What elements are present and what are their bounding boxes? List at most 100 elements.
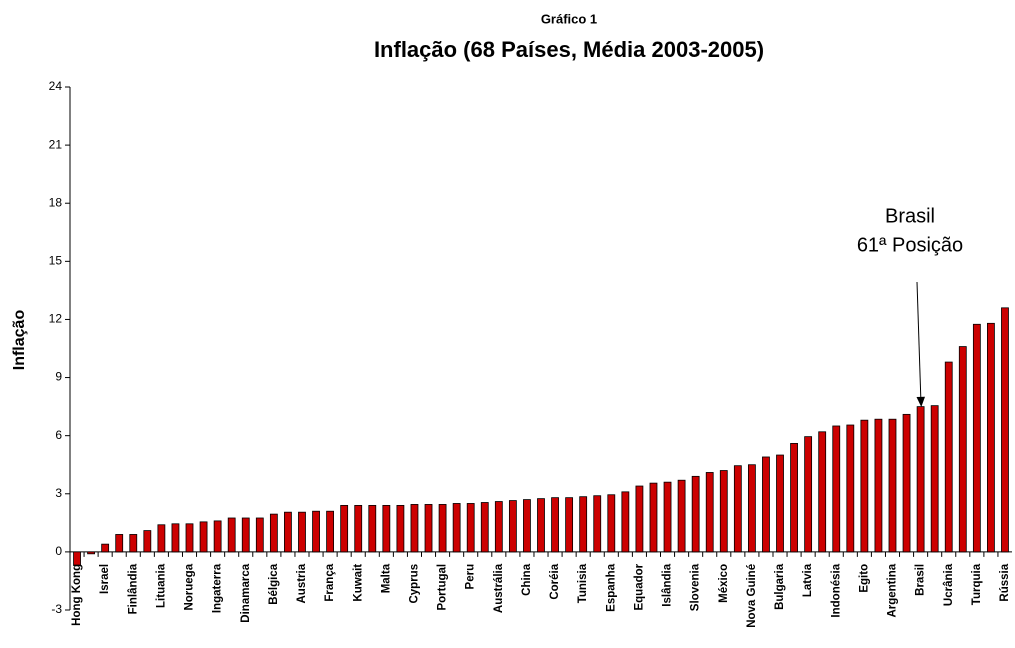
bar — [747, 464, 756, 553]
y-tick-label: 9 — [55, 370, 62, 384]
bar — [73, 551, 81, 566]
bar — [930, 405, 939, 553]
chart-subtitle: Gráfico 1 — [541, 11, 597, 26]
x-tick-label: Peru — [465, 564, 477, 590]
bar — [438, 504, 447, 553]
x-tick-label: Dinamarca — [240, 563, 252, 622]
bar — [944, 361, 953, 553]
bar — [185, 523, 194, 553]
bar — [621, 491, 630, 553]
bar — [551, 497, 559, 553]
x-tick-label: Islândia — [662, 563, 674, 606]
bar — [579, 496, 588, 553]
bar — [972, 323, 981, 553]
x-tick-label: Argentina — [887, 563, 899, 617]
bar — [860, 419, 869, 553]
bar — [523, 499, 531, 553]
bar — [466, 503, 475, 553]
bar — [410, 504, 419, 553]
x-tick-label: Equador — [633, 563, 645, 610]
x-tick-label: Lituania — [155, 563, 167, 608]
y-tick-label: -3 — [51, 602, 62, 616]
bar — [312, 510, 320, 553]
x-tick-label: China — [521, 563, 533, 596]
x-tick-label: Hong Kong — [71, 564, 83, 626]
bar — [480, 502, 489, 553]
x-tick-label: Nova Guiné — [746, 564, 758, 628]
x-tick-label: Turquia — [971, 563, 983, 605]
x-tick-label: Ingaterra — [212, 563, 224, 613]
annotation: Brasil — [885, 205, 935, 227]
bar — [987, 322, 995, 553]
bar — [663, 481, 672, 553]
bar — [846, 424, 855, 553]
bar — [635, 485, 644, 553]
bar — [565, 497, 574, 553]
x-tick-label: Bulgaria — [774, 563, 786, 610]
bar — [776, 454, 784, 553]
bar — [241, 517, 250, 553]
y-tick-label: 0 — [55, 544, 62, 558]
y-tick-label: 3 — [55, 486, 62, 500]
x-tick-label: Malta — [380, 563, 392, 593]
bar — [1001, 307, 1009, 553]
bar — [508, 500, 517, 553]
bar — [874, 418, 883, 553]
bar — [902, 413, 911, 553]
y-axis-label: Inflação — [11, 310, 28, 371]
bar — [733, 465, 742, 553]
x-tick-label: Brasil — [915, 564, 927, 596]
bar — [326, 510, 335, 553]
bar — [537, 498, 545, 553]
x-tick-label: Israel — [99, 564, 111, 594]
bar — [354, 504, 363, 553]
chart-title: Inflação (68 Países, Média 2003-2005) — [374, 37, 764, 62]
x-tick-label: Austrália — [493, 563, 505, 613]
arrow-head — [916, 396, 925, 407]
x-tick-label: Cyprus — [408, 564, 420, 604]
x-tick-label: Portugal — [437, 564, 449, 611]
x-tick-label: Latvia — [802, 563, 814, 597]
bar — [171, 523, 180, 553]
y-tick-label: 6 — [55, 428, 62, 442]
y-tick-label: 18 — [49, 195, 63, 209]
bar — [888, 418, 897, 553]
bar — [284, 511, 292, 553]
y-tick-label: 21 — [49, 137, 63, 151]
bar — [452, 503, 461, 553]
bar — [101, 543, 110, 553]
bar — [255, 517, 264, 553]
x-tick-label: Kuwait — [352, 564, 364, 602]
bar — [87, 551, 95, 555]
bar — [269, 513, 278, 553]
bar — [227, 517, 236, 553]
bar — [607, 494, 616, 553]
bar — [705, 472, 714, 553]
bar — [340, 504, 349, 553]
bar — [115, 534, 124, 553]
x-tick-label: Finlândia — [127, 563, 139, 614]
bar — [199, 521, 208, 553]
x-tick-label: Rússia — [999, 563, 1011, 601]
bar — [593, 495, 602, 553]
bar — [494, 501, 503, 553]
x-tick-label: Noruega — [184, 563, 196, 610]
y-tick-label: 24 — [49, 79, 63, 93]
y-tick-label: 15 — [49, 254, 63, 268]
bar — [368, 504, 377, 553]
x-tick-label: Austria — [296, 563, 308, 603]
bar — [143, 530, 152, 553]
x-tick-label: Indonésia — [830, 563, 842, 617]
x-tick-label: Slovenia — [690, 563, 702, 611]
bar — [649, 482, 658, 553]
bar — [916, 406, 925, 553]
bar — [157, 524, 166, 553]
bar — [691, 475, 700, 553]
bar — [832, 425, 841, 553]
bar — [396, 504, 405, 553]
bar — [719, 470, 728, 553]
bar — [213, 520, 222, 553]
bar — [129, 534, 138, 553]
x-tick-label: Bélgica — [268, 563, 280, 605]
